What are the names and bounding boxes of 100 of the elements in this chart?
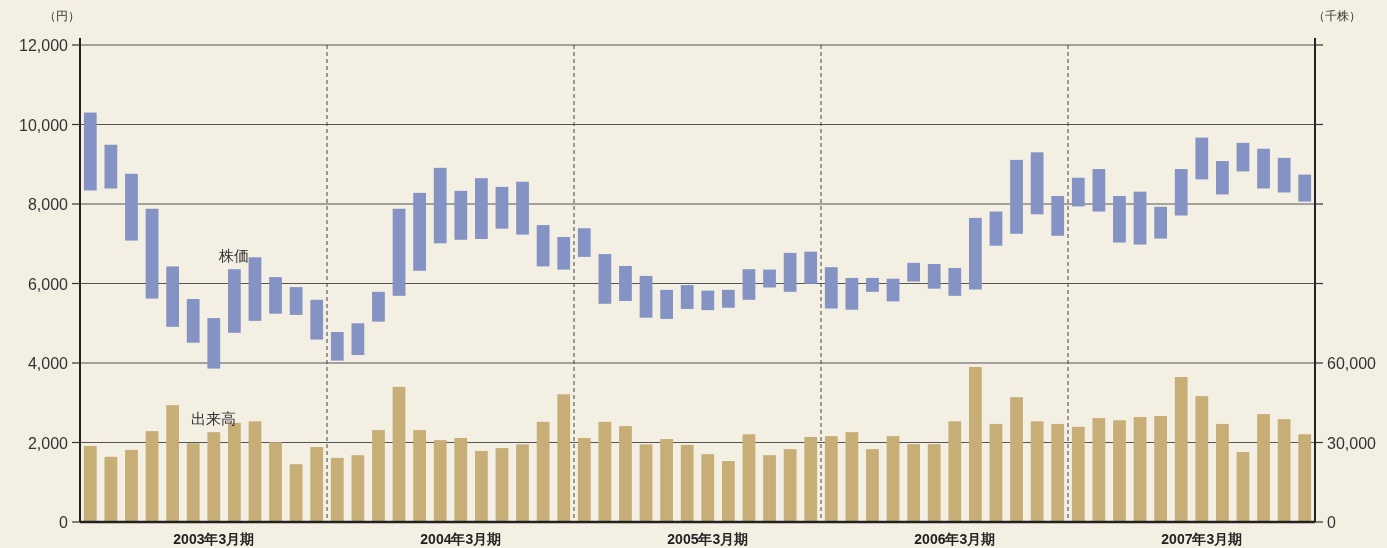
- bar: [824, 267, 838, 309]
- bar: [1257, 414, 1270, 522]
- bar: [392, 208, 406, 296]
- bar: [721, 289, 735, 308]
- y2-tick-label: 60,000: [1327, 355, 1377, 372]
- bar: [1092, 418, 1106, 522]
- bar: [660, 289, 674, 319]
- bar: [968, 217, 982, 290]
- bar: [372, 291, 385, 322]
- bar: [104, 456, 118, 522]
- bar: [1113, 196, 1126, 243]
- bar: [742, 434, 756, 522]
- y2-tick-label: 0: [1327, 514, 1336, 531]
- bar: [968, 366, 982, 522]
- bar: [310, 447, 324, 522]
- x-tick-label: 2007年3月期: [1161, 531, 1243, 547]
- bar: [454, 438, 468, 522]
- bar: [1133, 191, 1147, 245]
- bar: [804, 436, 818, 522]
- bar: [1051, 423, 1065, 522]
- bar: [948, 268, 962, 296]
- bar: [1277, 419, 1291, 522]
- bar: [125, 173, 138, 241]
- bar: [1030, 421, 1044, 522]
- bar: [392, 386, 406, 522]
- bar: [824, 436, 838, 522]
- bar: [1154, 206, 1167, 239]
- bar: [1092, 169, 1106, 212]
- bar: [1195, 137, 1209, 180]
- bar: [1071, 426, 1085, 522]
- bar: [1236, 452, 1250, 522]
- bar: [495, 186, 509, 229]
- bar: [351, 455, 365, 522]
- bar: [557, 236, 571, 270]
- y-tick-label: 0: [59, 514, 69, 531]
- bar: [907, 262, 921, 282]
- bar: [598, 421, 612, 522]
- bar: [742, 269, 756, 300]
- bar: [701, 290, 715, 311]
- bar: [1113, 420, 1126, 522]
- y2-axis-title: （千株）: [1313, 9, 1361, 23]
- bar: [413, 430, 427, 522]
- y-tick-label: 12,000: [19, 37, 69, 54]
- bar: [1257, 148, 1270, 189]
- bar: [1236, 142, 1250, 172]
- bar: [351, 323, 365, 356]
- bar: [639, 275, 653, 318]
- y2-tick-label: 30,000: [1327, 434, 1377, 452]
- bar: [536, 421, 550, 522]
- bar: [269, 277, 282, 314]
- bar: [619, 266, 632, 301]
- bar: [1215, 423, 1229, 522]
- bar: [989, 211, 1003, 246]
- bar: [1277, 157, 1291, 193]
- bar: [330, 332, 344, 361]
- bar: [680, 285, 694, 309]
- bar: [454, 190, 468, 240]
- bar: [269, 442, 282, 522]
- bar: [783, 449, 797, 522]
- bar: [845, 277, 859, 310]
- x-tick-label: 2004年3月期: [420, 531, 502, 547]
- bar: [639, 444, 653, 522]
- bar: [516, 181, 529, 235]
- bar: [763, 269, 776, 288]
- bar: [330, 457, 344, 522]
- bar: [83, 112, 97, 191]
- bar: [680, 444, 694, 522]
- bar: [989, 423, 1003, 522]
- bar: [927, 444, 941, 522]
- bar: [145, 208, 159, 299]
- series-label: 株価: [218, 247, 250, 265]
- bar: [145, 431, 159, 522]
- bar: [1071, 177, 1085, 207]
- bar: [1051, 196, 1065, 236]
- bar: [433, 440, 447, 522]
- y-tick-label: 8,000: [27, 196, 69, 213]
- bar: [577, 228, 591, 257]
- bar: [186, 299, 200, 343]
- y-tick-label: 2,000: [27, 434, 69, 452]
- bar: [619, 426, 632, 522]
- bar: [1154, 416, 1167, 522]
- bar: [536, 225, 550, 267]
- bar: [763, 455, 776, 522]
- bar: [1133, 417, 1147, 522]
- bar: [660, 439, 674, 522]
- bar: [948, 421, 962, 522]
- bar: [310, 299, 324, 340]
- y-tick-label: 10,000: [19, 116, 69, 134]
- bar: [1195, 396, 1209, 522]
- bar: [866, 449, 879, 522]
- bar: [289, 464, 303, 522]
- bar: [721, 461, 735, 522]
- bar: [516, 444, 529, 522]
- bar: [1010, 397, 1023, 522]
- x-tick-label: 2005年3月期: [667, 531, 749, 547]
- bar: [1030, 152, 1044, 215]
- series-label: 出来高: [191, 410, 237, 428]
- bar: [186, 443, 200, 522]
- bar: [474, 450, 488, 522]
- bar: [166, 405, 180, 522]
